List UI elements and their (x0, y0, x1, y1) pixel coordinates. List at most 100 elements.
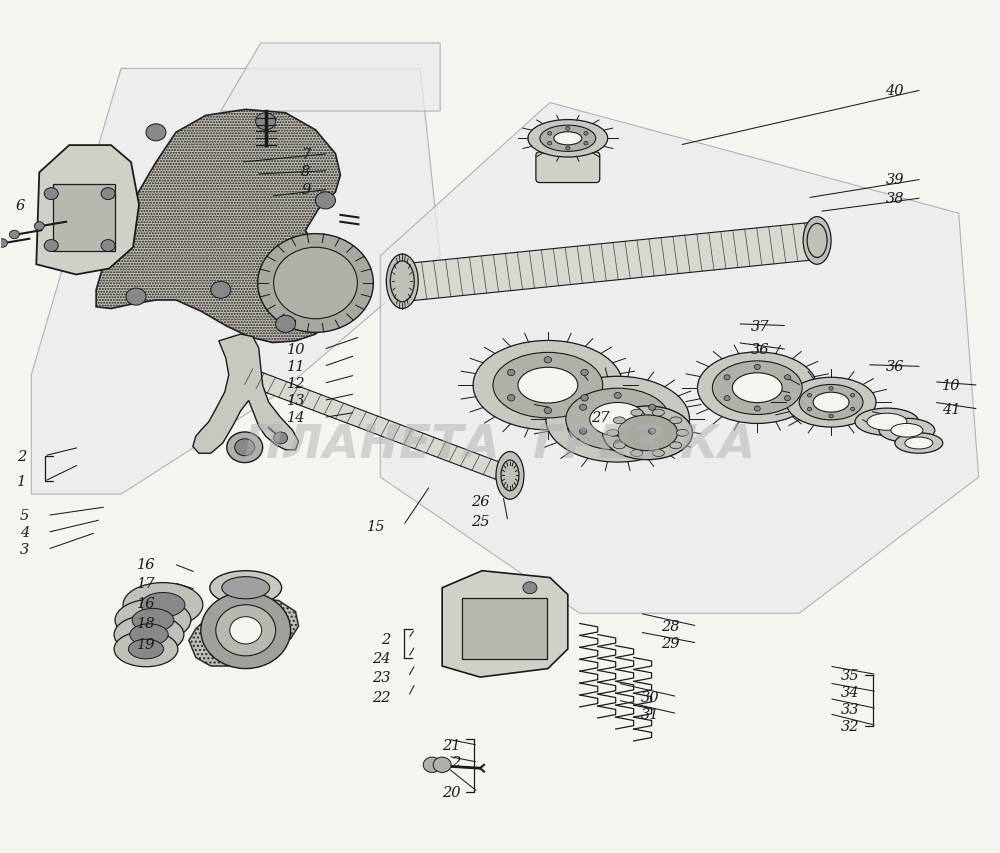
Text: 23: 23 (372, 670, 390, 684)
FancyBboxPatch shape (53, 185, 115, 252)
Circle shape (201, 592, 291, 669)
Polygon shape (189, 598, 299, 666)
Text: 18: 18 (137, 617, 156, 630)
Ellipse shape (891, 424, 923, 438)
Ellipse shape (652, 450, 664, 457)
Ellipse shape (130, 624, 168, 646)
Text: 40: 40 (885, 84, 904, 97)
Ellipse shape (867, 414, 907, 431)
Text: 30: 30 (641, 690, 660, 704)
Circle shape (584, 142, 588, 146)
Circle shape (649, 404, 656, 411)
Circle shape (548, 142, 552, 146)
Circle shape (0, 240, 7, 248)
Ellipse shape (496, 452, 524, 500)
Circle shape (235, 439, 255, 456)
Ellipse shape (670, 443, 682, 450)
FancyBboxPatch shape (462, 598, 547, 659)
Ellipse shape (554, 132, 582, 146)
Circle shape (256, 113, 276, 131)
Circle shape (754, 365, 760, 370)
Circle shape (276, 316, 296, 333)
Circle shape (146, 125, 166, 142)
Circle shape (544, 408, 552, 415)
Text: 37: 37 (751, 319, 769, 334)
Polygon shape (193, 334, 299, 454)
Circle shape (507, 370, 515, 376)
Circle shape (230, 617, 262, 644)
Circle shape (9, 231, 19, 240)
Ellipse shape (141, 593, 185, 618)
Circle shape (580, 404, 587, 411)
Polygon shape (380, 103, 979, 613)
Circle shape (649, 428, 656, 435)
Text: 4: 4 (20, 525, 29, 540)
Text: 2: 2 (17, 450, 26, 463)
Circle shape (724, 375, 730, 380)
Circle shape (724, 396, 730, 401)
Ellipse shape (855, 409, 919, 436)
Circle shape (584, 132, 588, 136)
Ellipse shape (803, 218, 831, 265)
Text: 16: 16 (137, 557, 156, 572)
Circle shape (851, 394, 855, 397)
Text: 34: 34 (840, 685, 859, 699)
Circle shape (523, 582, 537, 594)
Circle shape (829, 415, 833, 418)
Text: 19: 19 (137, 637, 156, 651)
Text: 36: 36 (885, 360, 904, 374)
Ellipse shape (114, 631, 178, 667)
Ellipse shape (114, 616, 184, 654)
Ellipse shape (807, 224, 827, 258)
Ellipse shape (528, 120, 608, 158)
Text: 6: 6 (16, 199, 25, 212)
Ellipse shape (210, 571, 282, 605)
Ellipse shape (895, 433, 943, 454)
Ellipse shape (813, 392, 849, 413)
Ellipse shape (786, 378, 876, 427)
Ellipse shape (132, 609, 174, 632)
Text: 2: 2 (451, 756, 460, 769)
Text: 15: 15 (367, 519, 385, 533)
Text: 17: 17 (137, 576, 156, 590)
Ellipse shape (546, 377, 689, 462)
Circle shape (101, 241, 115, 252)
Circle shape (566, 127, 570, 131)
Text: 20: 20 (442, 785, 460, 799)
Ellipse shape (618, 415, 678, 451)
Text: 1: 1 (17, 475, 26, 489)
Ellipse shape (128, 640, 164, 659)
Text: 13: 13 (287, 394, 306, 408)
Text: 21: 21 (442, 739, 460, 752)
Text: 3: 3 (20, 543, 29, 557)
Text: 8: 8 (301, 165, 311, 178)
Ellipse shape (501, 461, 519, 491)
Circle shape (126, 289, 146, 305)
Text: 5: 5 (20, 508, 29, 523)
Circle shape (581, 370, 588, 376)
Ellipse shape (386, 255, 418, 309)
Ellipse shape (607, 430, 619, 437)
Ellipse shape (732, 374, 782, 403)
Circle shape (580, 428, 587, 435)
Text: 41: 41 (942, 403, 961, 416)
Circle shape (34, 223, 44, 231)
Ellipse shape (697, 352, 817, 424)
Circle shape (274, 432, 288, 444)
Circle shape (829, 387, 833, 391)
Polygon shape (442, 571, 568, 677)
Polygon shape (36, 146, 139, 276)
Text: 2: 2 (381, 632, 390, 646)
Text: 38: 38 (885, 192, 904, 206)
Circle shape (544, 357, 552, 363)
Text: 25: 25 (472, 514, 490, 529)
Circle shape (44, 241, 58, 252)
Text: 10: 10 (942, 379, 961, 392)
Text: 39: 39 (885, 173, 904, 187)
Text: ПЛАНЕТА  ГРЕЗ КА: ПЛАНЕТА ГРЕЗ КА (244, 423, 756, 467)
Ellipse shape (879, 419, 935, 443)
Ellipse shape (652, 409, 664, 416)
Text: 28: 28 (661, 619, 680, 633)
Polygon shape (398, 223, 822, 302)
Text: 12: 12 (287, 377, 306, 391)
